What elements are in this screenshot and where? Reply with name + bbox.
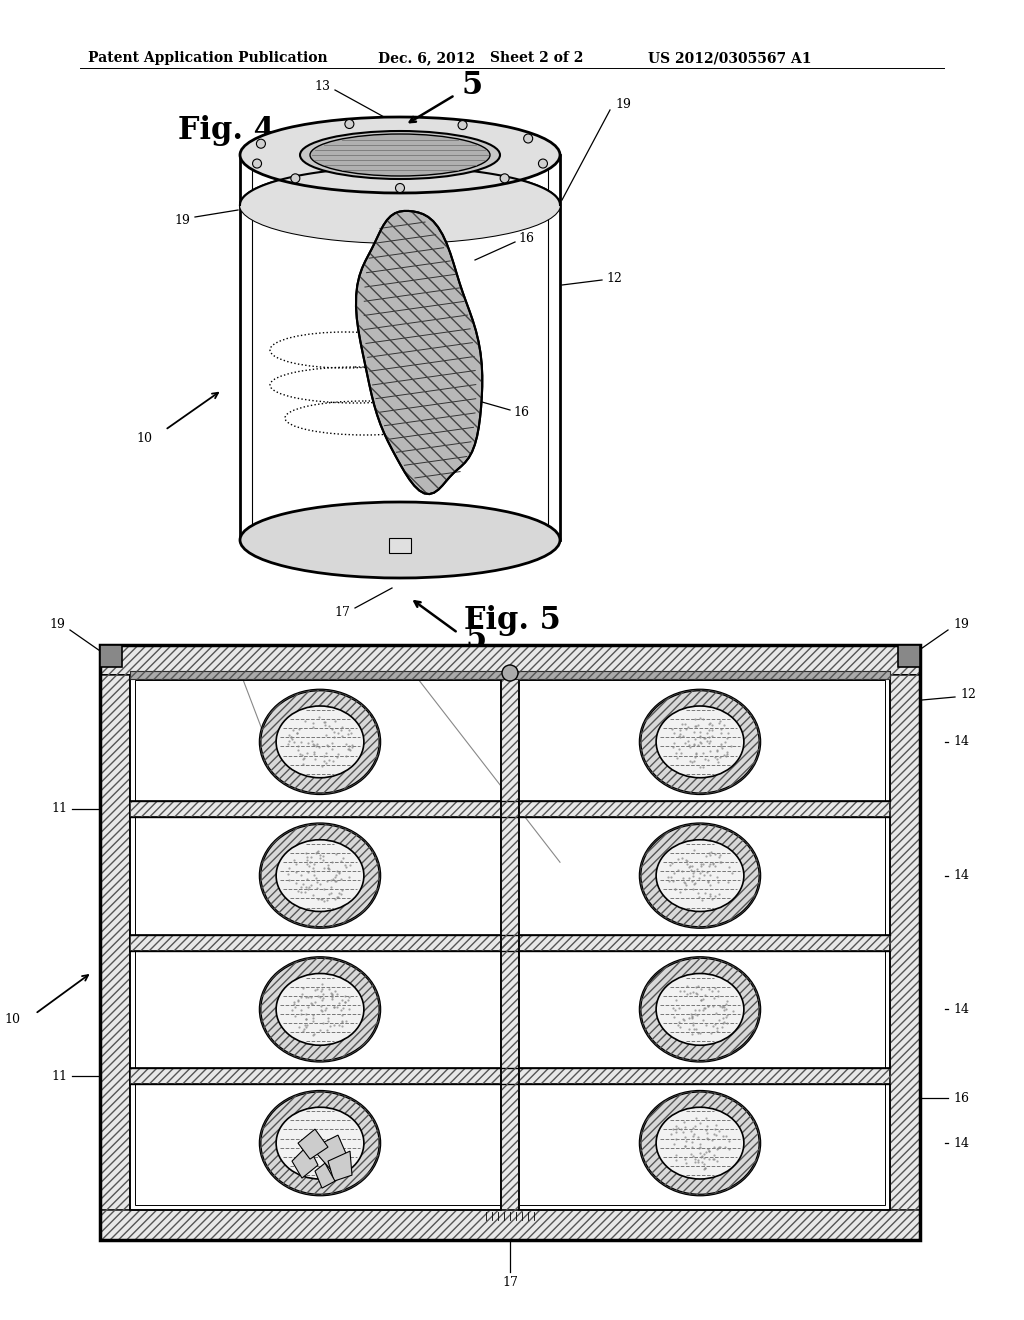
Bar [135, 680, 885, 1205]
Ellipse shape [640, 957, 760, 1061]
Text: 11: 11 [51, 1069, 67, 1082]
Text: 13: 13 [185, 644, 202, 656]
Circle shape [291, 174, 300, 183]
Circle shape [345, 120, 354, 128]
Text: 11: 11 [51, 803, 67, 816]
Circle shape [458, 120, 467, 129]
Bar [130, 801, 890, 817]
Text: 13: 13 [411, 644, 427, 656]
Text: 16: 16 [953, 1092, 969, 1105]
Text: 17: 17 [334, 606, 350, 619]
Ellipse shape [300, 131, 500, 180]
Text: 5: 5 [465, 624, 486, 656]
Bar [100, 675, 130, 1210]
Ellipse shape [640, 1092, 760, 1195]
Bar [389, 537, 411, 553]
Text: 14: 14 [953, 735, 969, 748]
Text: 19: 19 [615, 99, 631, 111]
Text: Fig. 5: Fig. 5 [464, 605, 560, 635]
Bar [100, 645, 920, 675]
Bar [130, 675, 890, 1210]
Text: 14: 14 [953, 1137, 969, 1150]
Text: 14: 14 [953, 869, 969, 882]
Ellipse shape [240, 168, 560, 243]
Bar [130, 671, 890, 678]
Ellipse shape [276, 840, 364, 912]
Text: Dec. 6, 2012: Dec. 6, 2012 [378, 51, 475, 65]
Polygon shape [312, 1135, 348, 1171]
Ellipse shape [656, 1107, 743, 1179]
Ellipse shape [240, 168, 560, 243]
Bar [100, 645, 920, 675]
Circle shape [395, 183, 404, 193]
Text: 10: 10 [4, 1014, 20, 1027]
Text: 19: 19 [953, 619, 969, 631]
Polygon shape [356, 211, 482, 494]
Ellipse shape [276, 974, 364, 1045]
Bar [130, 671, 890, 678]
Bar [890, 675, 920, 1210]
Polygon shape [292, 1146, 318, 1179]
Ellipse shape [656, 974, 743, 1045]
Ellipse shape [260, 690, 380, 793]
Ellipse shape [656, 706, 743, 777]
Text: 10: 10 [136, 432, 152, 445]
Bar [898, 645, 920, 667]
Polygon shape [298, 1129, 328, 1159]
Ellipse shape [260, 1092, 380, 1195]
Bar [130, 935, 890, 950]
Polygon shape [315, 1163, 335, 1188]
Bar [130, 1068, 890, 1084]
Text: 19: 19 [49, 619, 65, 631]
Bar [100, 1210, 920, 1239]
Bar [501, 675, 519, 1210]
Bar [100, 645, 920, 1239]
Text: 5: 5 [462, 70, 483, 100]
Ellipse shape [276, 706, 364, 777]
Text: 19: 19 [174, 214, 190, 227]
Bar [100, 675, 130, 1210]
Text: Sheet 2 of 2: Sheet 2 of 2 [490, 51, 584, 65]
Text: 13: 13 [314, 81, 330, 94]
Bar [100, 1210, 920, 1239]
Ellipse shape [260, 957, 380, 1061]
Text: Patent Application Publication: Patent Application Publication [88, 51, 328, 65]
Circle shape [500, 174, 509, 183]
Text: 12: 12 [961, 689, 976, 701]
Circle shape [256, 139, 265, 148]
Text: 12: 12 [606, 272, 622, 285]
Text: US 2012/0305567 A1: US 2012/0305567 A1 [648, 51, 811, 65]
Text: 14: 14 [953, 1003, 969, 1016]
Text: 17: 17 [502, 1275, 518, 1288]
Text: Fig. 4: Fig. 4 [178, 115, 274, 145]
Bar [501, 675, 519, 1210]
Bar [130, 1068, 890, 1084]
Bar [130, 801, 890, 817]
Circle shape [253, 158, 261, 168]
Bar [890, 675, 920, 1210]
Ellipse shape [240, 502, 560, 578]
Ellipse shape [260, 824, 380, 928]
Text: 16: 16 [518, 231, 534, 244]
Text: 16: 16 [513, 407, 529, 420]
Polygon shape [328, 1151, 352, 1181]
Ellipse shape [640, 690, 760, 793]
Ellipse shape [276, 1107, 364, 1179]
Bar [100, 645, 122, 667]
Ellipse shape [240, 117, 560, 193]
Circle shape [539, 158, 548, 168]
Bar [130, 675, 890, 1210]
Circle shape [523, 135, 532, 143]
Circle shape [502, 665, 518, 681]
Bar [130, 935, 890, 950]
Ellipse shape [656, 840, 743, 912]
Ellipse shape [310, 135, 490, 176]
Ellipse shape [640, 824, 760, 928]
